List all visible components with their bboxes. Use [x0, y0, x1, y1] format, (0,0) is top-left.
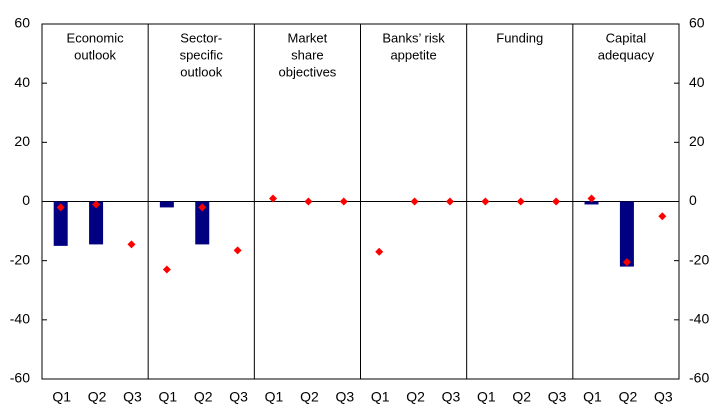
y-tick-label: 0	[22, 192, 30, 208]
y-tick-label: -60	[10, 370, 30, 386]
x-tick-label: Q3	[123, 389, 142, 405]
y2-tick-label: 40	[689, 74, 705, 90]
point	[127, 240, 136, 249]
y2-tick-label: -20	[689, 251, 709, 267]
x-tick-label: Q3	[654, 389, 673, 405]
y-tick-label: 20	[14, 133, 30, 149]
x-tick-label: Q3	[335, 389, 354, 405]
y-tick-label: -20	[10, 251, 30, 267]
group-label: Banks’ risk	[382, 30, 445, 45]
bar	[619, 201, 634, 267]
point	[445, 197, 454, 206]
point	[410, 197, 419, 206]
x-tick-label: Q1	[265, 389, 284, 405]
x-tick-label: Q1	[159, 389, 178, 405]
group-label: Market	[288, 30, 328, 45]
y2-tick-label: 0	[689, 192, 697, 208]
group-label: Sector-	[180, 30, 222, 45]
point	[198, 203, 207, 212]
group-label: adequacy	[598, 47, 655, 62]
point	[269, 194, 278, 203]
y-tick-label: 60	[14, 15, 30, 31]
x-tick-label: Q2	[88, 389, 107, 405]
x-tick-label: Q1	[52, 389, 71, 405]
x-tick-label: Q3	[442, 389, 461, 405]
point	[304, 197, 313, 206]
x-tick-label: Q1	[477, 389, 496, 405]
group-label: outlook	[74, 47, 116, 62]
y2-tick-label: 20	[689, 133, 705, 149]
bar	[195, 201, 210, 245]
group-label: specific	[180, 47, 224, 62]
group-label: appetite	[390, 47, 436, 62]
point	[233, 246, 242, 255]
point	[552, 197, 561, 206]
point	[162, 265, 171, 274]
bar	[53, 201, 68, 246]
y2-tick-label: -40	[689, 311, 709, 327]
bar	[89, 201, 104, 245]
group-label: objectives	[279, 64, 337, 79]
x-tick-label: Q3	[548, 389, 567, 405]
x-tick-label: Q3	[229, 389, 248, 405]
bar	[584, 201, 599, 205]
point	[622, 258, 631, 267]
point	[481, 197, 490, 206]
x-tick-label: Q1	[371, 389, 390, 405]
x-tick-label: Q2	[406, 389, 425, 405]
point	[587, 194, 596, 203]
x-tick-label: Q1	[583, 389, 602, 405]
group-label: Capital	[606, 30, 647, 45]
x-tick-label: Q2	[300, 389, 319, 405]
y-tick-label: 40	[14, 74, 30, 90]
y2-tick-label: 60	[689, 15, 705, 31]
group-label: share	[291, 47, 324, 62]
x-tick-label: Q2	[194, 389, 213, 405]
x-tick-label: Q2	[619, 389, 638, 405]
point	[339, 197, 348, 206]
group-label: Economic	[67, 30, 125, 45]
bar	[159, 201, 174, 208]
point	[375, 247, 384, 256]
point	[92, 200, 101, 209]
x-tick-label: Q2	[512, 389, 531, 405]
group-label: Funding	[496, 30, 543, 45]
point	[516, 197, 525, 206]
group-label: outlook	[180, 64, 222, 79]
point	[658, 212, 667, 221]
point	[56, 203, 65, 212]
y-tick-label: -40	[10, 311, 30, 327]
y2-tick-label: -60	[689, 370, 709, 386]
